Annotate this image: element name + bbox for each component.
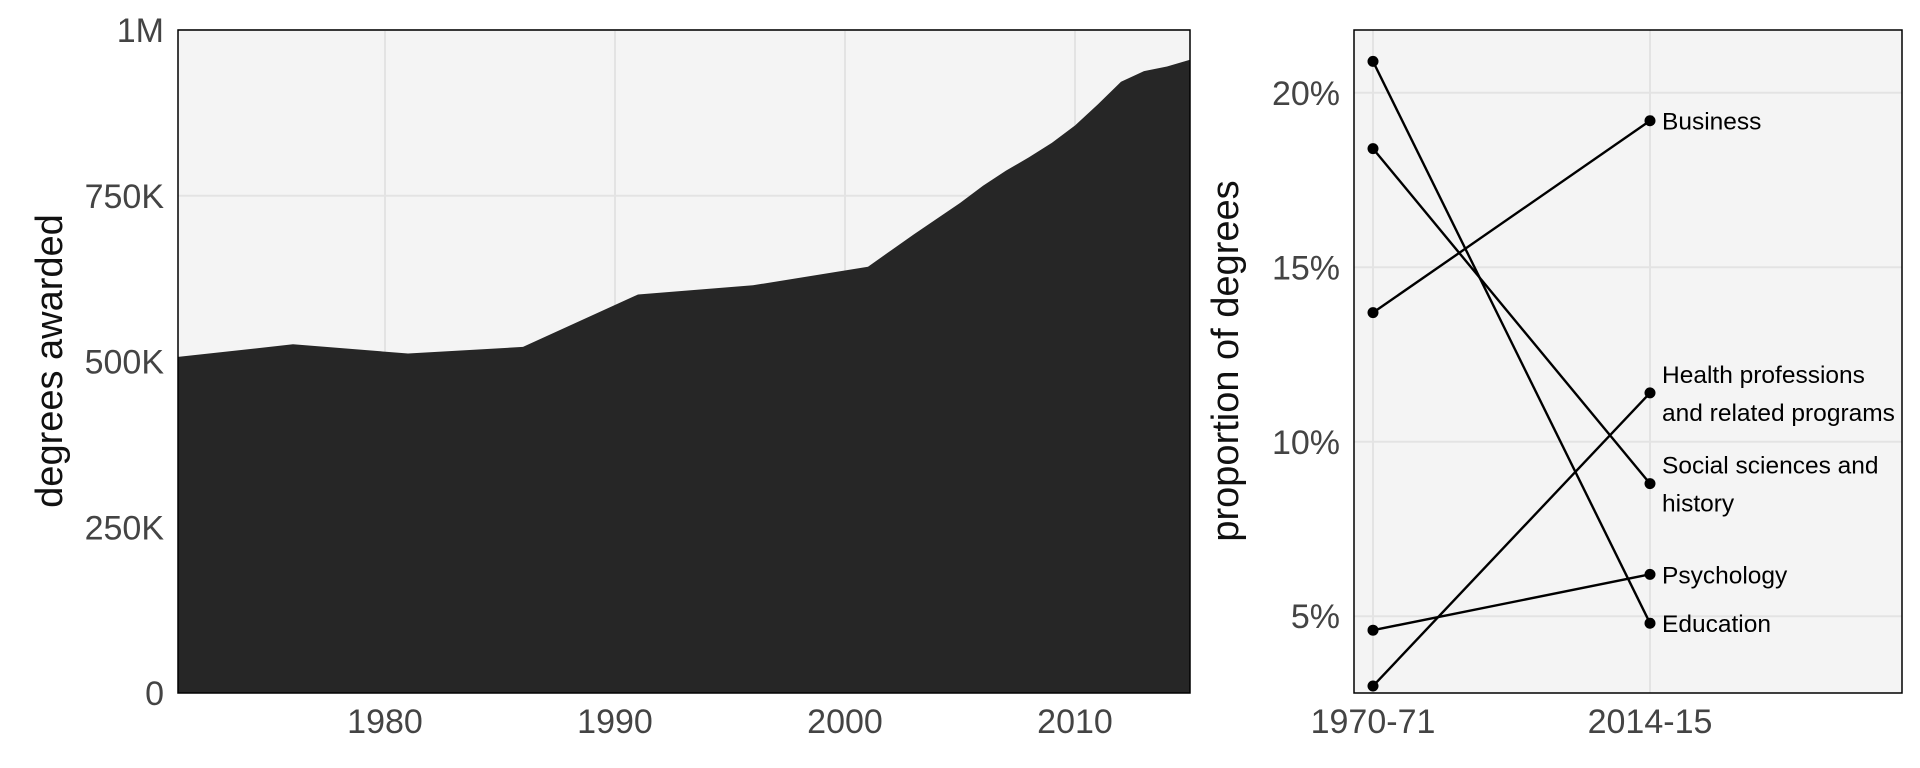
area-chart-y-tick-label: 500K: [85, 344, 165, 382]
area-chart-y-tick-labels: 0 250K 500K 750K 1M: [85, 12, 165, 713]
series-point-end: [1644, 617, 1656, 629]
series-line: [1372, 392, 1651, 687]
series-line: [1372, 573, 1651, 632]
series-health-professions-and-related-programs: Health professions and related programs: [1367, 362, 1895, 692]
series-line: [1372, 119, 1651, 314]
series-line: [1371, 60, 1652, 624]
slope-chart-border: [1353, 29, 1903, 694]
series-point-end: [1644, 387, 1656, 399]
slope-chart-y-tick-label: 15%: [1272, 249, 1340, 287]
series-label: Business: [1662, 109, 1761, 136]
series-label: Social sciences and history: [1662, 453, 1879, 518]
slope-chart-y-tick-labels: 5% 10% 15% 20%: [1272, 75, 1340, 636]
series-point-end: [1644, 478, 1656, 490]
area-chart-y-axis-title: degrees awarded: [29, 214, 71, 508]
slope-chart-y-tick-label: 5%: [1291, 598, 1340, 636]
series-point-end: [1644, 568, 1656, 580]
area-chart-y-tick-label: 0: [145, 675, 164, 713]
slope-chart-series: Business Health professions and related pr…: [1367, 55, 1895, 692]
degrees-awarded-area: [178, 59, 1190, 694]
slope-chart-x-tick-labels: 1970-71 2014-15: [1311, 703, 1713, 741]
series-point-start: [1367, 624, 1379, 636]
series-line: [1372, 147, 1651, 485]
series-point-start: [1367, 307, 1379, 319]
area-chart-x-tick-label: 1980: [347, 703, 423, 741]
area-chart-border: [177, 29, 1191, 694]
series-social-sciences-and-history: Social sciences and history: [1367, 143, 1879, 518]
area-chart: 0 250K 500K 750K 1M 1980 1990 2000 2010 degrees…: [29, 12, 1191, 741]
series-business: Business: [1367, 109, 1761, 319]
area-chart-y-tick-label: 1M: [117, 12, 164, 50]
slope-chart-panel: [1354, 30, 1902, 693]
series-label: Health professions and related programs: [1662, 362, 1895, 427]
series-label: Psychology: [1662, 562, 1788, 589]
area-chart-x-tick-label: 1990: [577, 703, 653, 741]
series-point-end: [1644, 115, 1656, 127]
area-chart-x-tick-label: 2000: [807, 703, 883, 741]
series-education: Education: [1367, 55, 1771, 638]
area-chart-x-tick-labels: 1980 1990 2000 2010: [347, 703, 1113, 741]
area-chart-y-tick-label: 250K: [85, 509, 165, 547]
slope-chart-y-tick-label: 20%: [1272, 75, 1340, 113]
slope-chart-y-axis-title: proportion of degrees: [1205, 180, 1247, 541]
series-point-start: [1367, 143, 1379, 155]
series-point-start: [1367, 55, 1379, 67]
series-psychology: Psychology: [1367, 562, 1788, 636]
slope-chart: Business Health professions and related pr…: [1205, 29, 1903, 741]
series-point-start: [1367, 680, 1379, 692]
series-label: Education: [1662, 611, 1771, 638]
slope-chart-x-tick-label: 2014-15: [1588, 703, 1713, 741]
slope-chart-x-tick-label: 1970-71: [1311, 703, 1436, 741]
slope-chart-y-tick-label: 10%: [1272, 424, 1340, 462]
area-chart-y-tick-label: 750K: [85, 178, 165, 216]
area-chart-x-tick-label: 2010: [1037, 703, 1113, 741]
